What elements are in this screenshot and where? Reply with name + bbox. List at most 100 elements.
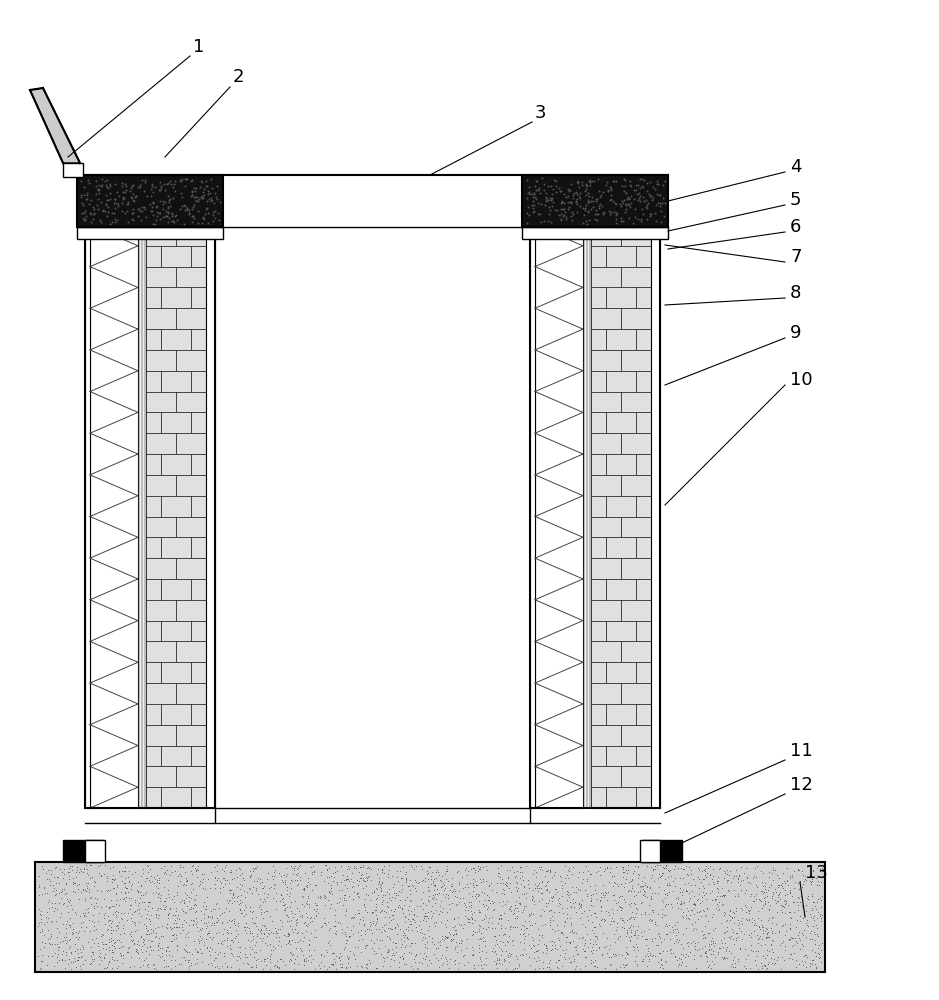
Bar (146, 496, 161, 516)
Point (616, 171, 631, 187)
Point (331, 894, 346, 910)
Point (340, 880, 355, 896)
Point (545, 893, 560, 909)
Point (393, 863, 408, 879)
Point (166, 176, 181, 192)
Point (464, 861, 479, 877)
Point (48, 895, 63, 911)
Point (255, 910, 270, 926)
Text: 6: 6 (790, 218, 801, 236)
Point (621, 196, 636, 212)
Point (168, 863, 183, 879)
Point (650, 173, 665, 189)
Point (105, 859, 120, 875)
Point (562, 886, 577, 902)
Point (518, 913, 533, 929)
Point (103, 922, 118, 938)
Point (204, 931, 219, 947)
Point (117, 184, 132, 200)
Point (46, 903, 61, 919)
Point (196, 934, 211, 950)
Point (804, 888, 819, 904)
Point (335, 921, 350, 937)
Point (756, 884, 771, 900)
Point (526, 189, 541, 205)
Point (446, 926, 461, 942)
Point (536, 903, 551, 919)
Point (739, 869, 754, 885)
Point (519, 920, 534, 936)
Point (627, 923, 642, 939)
Point (506, 932, 521, 948)
Point (757, 875, 772, 891)
Point (284, 903, 299, 919)
Point (140, 939, 155, 955)
Point (81, 867, 96, 883)
Point (593, 189, 608, 205)
Point (300, 879, 315, 895)
Point (777, 942, 793, 958)
Point (277, 897, 292, 913)
Point (563, 915, 578, 931)
Point (742, 912, 757, 928)
Point (471, 893, 486, 909)
Point (32, 879, 47, 895)
Point (553, 206, 568, 222)
Point (111, 914, 126, 930)
Point (798, 903, 813, 919)
Point (392, 954, 407, 970)
Point (336, 892, 351, 908)
Point (279, 860, 294, 876)
Point (162, 900, 177, 916)
Point (754, 955, 769, 971)
Point (808, 936, 823, 952)
Point (803, 873, 818, 889)
Point (479, 957, 494, 973)
Point (674, 954, 689, 970)
Point (207, 870, 222, 886)
Point (634, 213, 649, 229)
Point (791, 927, 806, 943)
Point (551, 930, 566, 946)
Point (284, 894, 299, 910)
Point (189, 903, 204, 919)
Point (349, 885, 364, 901)
Point (583, 890, 598, 906)
Point (680, 903, 695, 919)
Point (175, 892, 190, 908)
Point (64, 954, 79, 970)
Point (340, 871, 355, 887)
Point (679, 946, 694, 962)
Point (213, 880, 228, 896)
Point (561, 199, 576, 215)
Point (131, 201, 146, 217)
Point (687, 877, 702, 893)
Point (584, 866, 599, 882)
Point (573, 961, 588, 977)
Point (171, 868, 186, 884)
Point (431, 959, 446, 975)
Point (355, 859, 370, 875)
Point (121, 194, 136, 210)
Point (615, 888, 630, 904)
Point (393, 949, 408, 965)
Point (539, 881, 554, 897)
Point (283, 945, 298, 961)
Point (104, 205, 119, 221)
Point (563, 176, 578, 192)
Point (510, 908, 525, 924)
Point (100, 208, 115, 224)
Point (31, 868, 46, 884)
Point (521, 908, 536, 924)
Point (762, 910, 777, 926)
Point (100, 868, 115, 884)
Point (333, 858, 348, 874)
Point (709, 888, 724, 904)
Point (481, 919, 496, 935)
Point (725, 924, 740, 940)
Point (607, 173, 622, 189)
Point (562, 182, 577, 198)
Bar (191, 704, 206, 725)
Point (182, 917, 197, 933)
Point (439, 861, 454, 877)
